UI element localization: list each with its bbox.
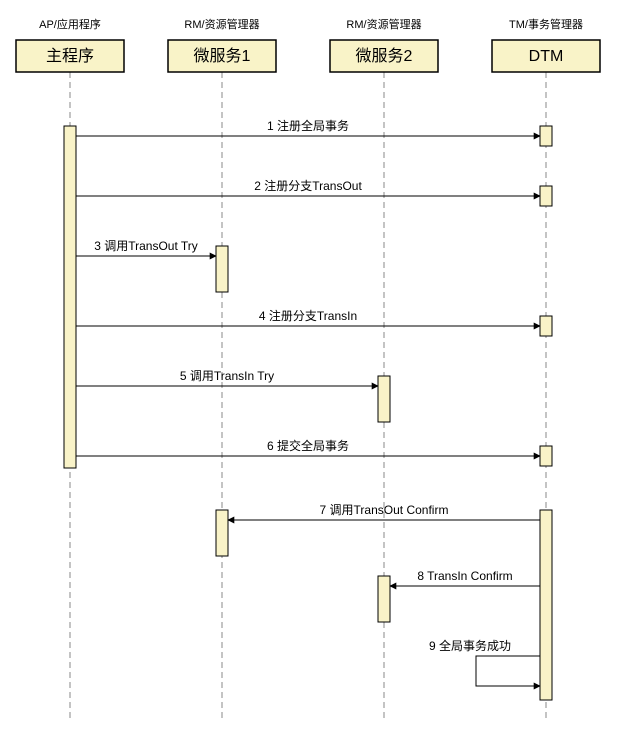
message-label-8: 8 TransIn Confirm [417, 569, 512, 583]
activation-ms1-3 [216, 246, 228, 292]
activation-tm-7 [540, 510, 552, 700]
role-label-ms1: RM/资源管理器 [184, 17, 259, 31]
activation-tm-4 [540, 316, 552, 336]
message-label-7: 7 调用TransOut Confirm [320, 503, 449, 517]
message-label-1: 1 注册全局事务 [267, 118, 349, 133]
participant-label-ap: 主程序 [46, 47, 94, 65]
self-message-label: 9 全局事务成功 [429, 638, 511, 653]
activation-tm-1 [540, 126, 552, 146]
role-label-ms2: RM/资源管理器 [346, 17, 421, 31]
message-label-5: 5 调用TransIn Try [180, 369, 274, 383]
self-message-arrow [476, 656, 540, 686]
activation-ms2-5 [378, 376, 390, 422]
message-label-2: 2 注册分支TransOut [254, 178, 362, 193]
message-label-4: 4 注册分支TransIn [259, 308, 357, 323]
sequence-diagram: AP/应用程序主程序 RM/资源管理器微服务1 RM/资源管理器微服务2 TM/事务管… [0, 0, 626, 732]
activation-tm-2 [540, 186, 552, 206]
message-label-6: 6 提交全局事务 [267, 438, 349, 453]
participant-label-ms2: 微服务2 [356, 47, 413, 65]
activation-ms1-8 [216, 510, 228, 556]
participant-label-ms1: 微服务1 [194, 47, 251, 65]
activation-tm-6 [540, 446, 552, 466]
activation-ap-0 [64, 126, 76, 468]
activation-ms2-9 [378, 576, 390, 622]
role-label-tm: TM/事务管理器 [509, 17, 583, 31]
message-label-3: 3 调用TransOut Try [94, 239, 198, 253]
participant-label-tm: DTM [529, 48, 564, 65]
role-label-ap: AP/应用程序 [39, 17, 101, 31]
